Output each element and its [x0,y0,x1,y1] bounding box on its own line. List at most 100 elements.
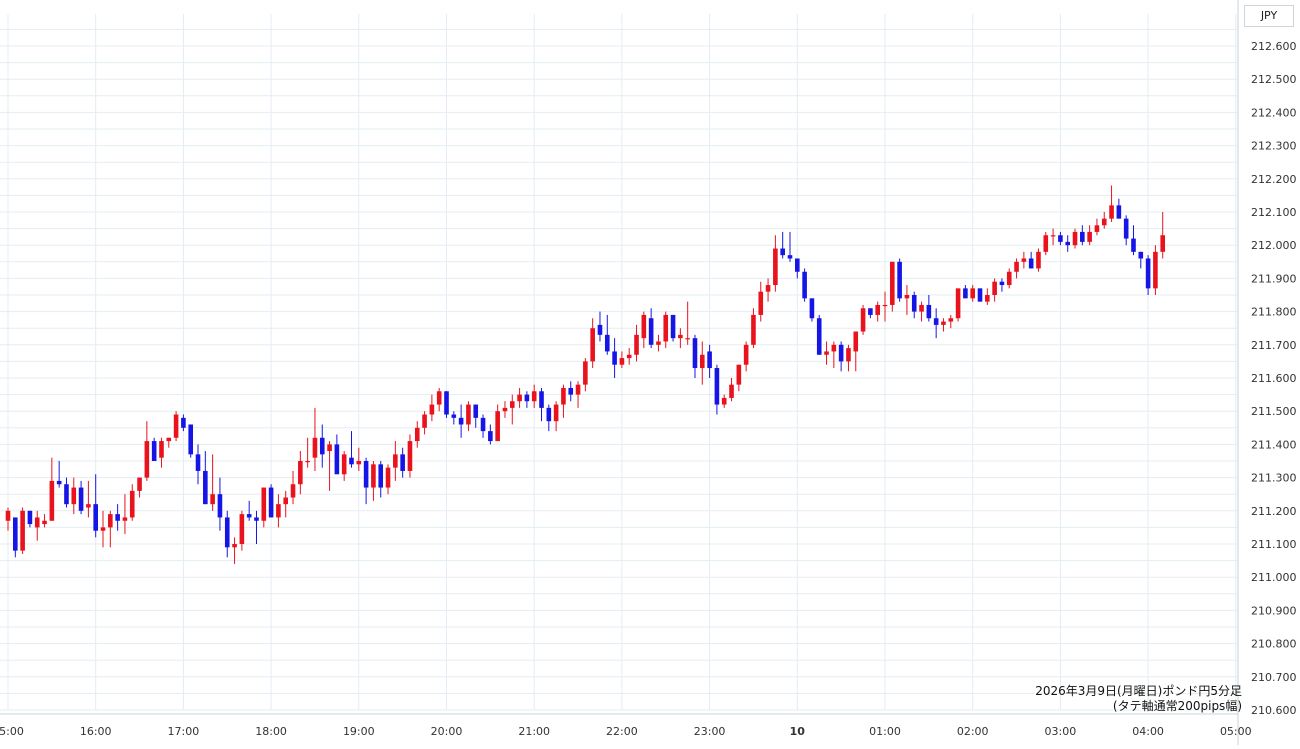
candle [1065,235,1071,252]
candle-body [210,494,215,505]
x-tick-label: 10 [790,725,806,738]
candle-body [714,368,720,405]
candle [283,490,289,518]
x-tick-label: 03:00 [1045,725,1077,738]
candle [846,344,851,372]
x-tick-label: 01:00 [869,725,901,738]
candle-body [188,424,194,455]
x-tick-label: 05:00 [1220,725,1252,738]
candle-body [86,504,91,508]
candle [224,510,230,558]
candle-body [93,504,98,531]
candle [736,364,742,392]
candle-body [407,441,413,471]
y-tick-label: 211.600 [1251,372,1297,385]
x-tick-label: 15:00 [0,725,24,738]
candle [1094,218,1100,236]
currency-badge[interactable]: JPY [1244,5,1294,27]
candle-body [743,344,749,365]
candle [1036,248,1041,272]
candle-body [393,454,398,468]
candles [5,185,1166,564]
candle [385,464,391,495]
candle [129,484,135,521]
candle [137,477,142,498]
x-tick-label: 19:00 [343,725,375,738]
candle [1043,231,1049,256]
candle-body [1116,205,1122,219]
candle-body [780,248,785,256]
candle-body [1080,231,1085,242]
candle [254,510,259,544]
candle-body [1050,235,1056,237]
y-tick-label: 212.300 [1251,140,1297,153]
candle-body [108,514,113,528]
candle [188,424,194,458]
candle [546,404,552,432]
candle [626,348,632,365]
candle [246,500,252,521]
candle-body [648,318,654,345]
candle [568,381,574,402]
candle-body [838,344,844,362]
candle [685,301,690,345]
candle [34,510,40,541]
y-tick-label: 212.400 [1251,106,1297,119]
candle-body [890,261,895,305]
candle-body [1065,241,1071,246]
candle-body [919,304,924,312]
candle-body [458,417,464,425]
candle-body [612,351,617,365]
y-tick-label: 212.000 [1251,239,1297,252]
candle [1021,251,1027,269]
candle-body [787,255,793,259]
candle [290,470,296,505]
candle-body [678,334,683,339]
candle [378,461,384,498]
candle-body [1160,235,1166,252]
candle-body [371,464,376,488]
candle-body [502,407,508,412]
candle-body [882,304,888,307]
candle-body [933,318,939,325]
candle [787,231,793,262]
candle [656,334,661,352]
candle-body [195,454,201,471]
candle [341,451,347,481]
candle [985,288,990,305]
candle [729,378,734,402]
candle-body [181,417,186,428]
candle-body [1145,258,1151,289]
candle-body [334,444,340,475]
candle [824,341,829,365]
candle-body [378,464,384,488]
candle-body [692,338,698,369]
candle-body [795,258,800,272]
candle-body [1087,231,1092,242]
candle [531,384,537,408]
candle [619,351,625,369]
candle [699,341,705,385]
candle [926,295,932,322]
candle-body [444,391,449,415]
candle [451,411,457,425]
candle [115,504,120,531]
candle-body [553,404,559,422]
candle [875,301,880,322]
candle-body [721,397,727,405]
candle-body [816,318,822,355]
candle-body [480,417,486,432]
candle-body [122,517,128,521]
candle [553,401,559,432]
candle [334,434,340,475]
candle-body [224,517,230,548]
candle-body [875,304,880,315]
candle-body [349,457,354,465]
candle-body [670,314,676,339]
y-tick-label: 212.100 [1251,206,1297,219]
candle-body [985,295,990,302]
candle [1101,212,1107,229]
candle-body [517,394,522,402]
candle-body [590,328,595,362]
